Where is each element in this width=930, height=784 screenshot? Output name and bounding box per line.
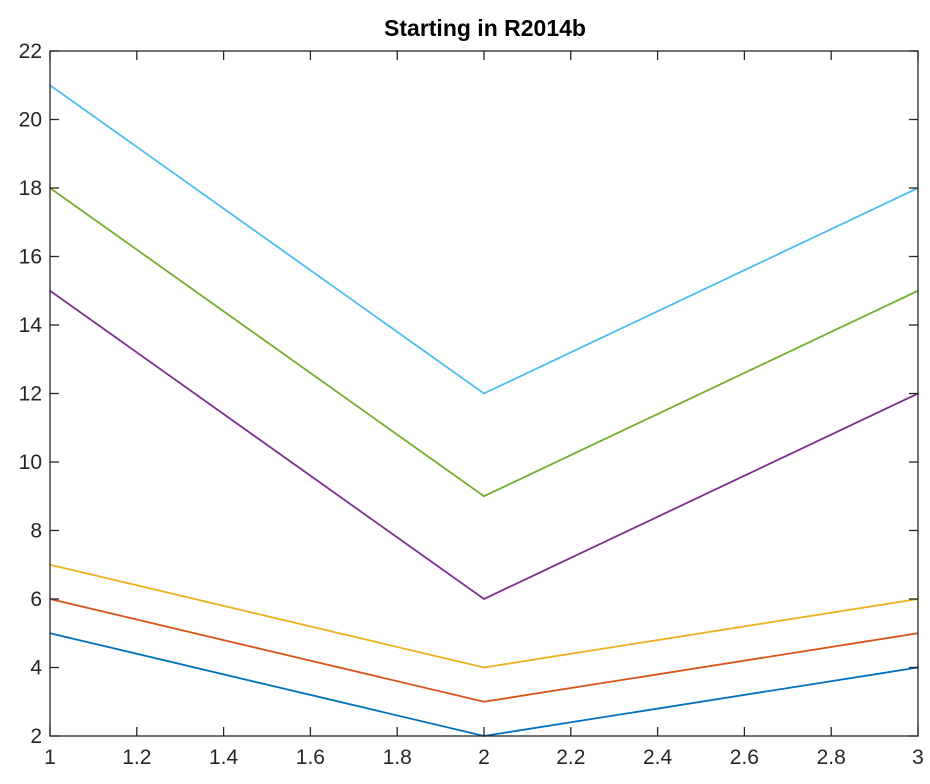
y-tick-label: 20 [19,109,42,132]
y-tick-label: 18 [19,177,42,200]
x-tick-label: 1.6 [296,746,325,769]
y-tick-label: 14 [19,314,43,337]
y-tick-label: 4 [30,657,42,680]
series-line-6 [49,84,919,395]
x-tick-label: 2 [478,746,490,769]
y-tick-label: 12 [19,383,42,406]
series-line-5 [49,187,919,498]
y-tick-label: 22 [19,40,42,63]
tick-layer: 1 1.2 1.4 1.6 1.8 2 2.2 2.4 2.6 2.8 3 2 4 6 8 10 12 14 16 1… [19,40,924,769]
y-tick-label: 2 [30,725,42,748]
x-tick-label: 2.8 [817,746,846,769]
series-line-1 [49,632,919,737]
y-tick-label: 6 [30,588,42,611]
series-layer [49,84,919,737]
x-tick-label: 1.4 [209,746,239,769]
x-tick-label: 2.4 [643,746,673,769]
x-tick-label: 1.8 [383,746,412,769]
x-tick-label: 3 [912,746,924,769]
x-tick-label: 1 [44,746,56,769]
series-line-2 [49,598,919,703]
y-tick-label: 16 [19,246,42,269]
x-tick-label: 2.2 [556,746,585,769]
y-tick-label: 8 [30,520,42,543]
chart-title: Starting in R2014b [384,15,586,41]
series-line-4 [49,290,919,601]
x-tick-label: 2.6 [730,746,759,769]
y-tick-label: 10 [19,451,42,474]
series-line-3 [49,563,919,669]
x-tick-label: 1.2 [122,746,151,769]
